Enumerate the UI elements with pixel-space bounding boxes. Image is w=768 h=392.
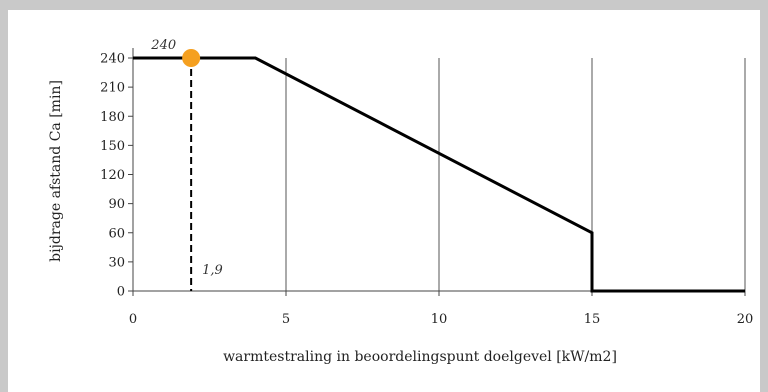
marker-group: 240 1,9 — [150, 38, 223, 291]
series-lines — [133, 56, 745, 293]
x-tick-label: 0 — [129, 312, 137, 327]
x-axis-label: warmtestraling in beoordelingspunt doelg… — [223, 349, 617, 365]
y-tick-label: 150 — [100, 139, 125, 154]
y-tick-label: 60 — [108, 226, 125, 241]
x-tick-label: 5 — [282, 312, 290, 327]
y-tick-label: 210 — [100, 81, 125, 96]
marker-point — [182, 49, 201, 67]
marker-y-annotation: 240 — [150, 38, 176, 53]
x-tick-label: 15 — [584, 312, 601, 327]
series-line — [133, 56, 745, 293]
x-tick-label: 20 — [737, 312, 754, 327]
y-axis-label: bijdrage afstand Ca [min] — [48, 80, 64, 262]
y-tick-label: 90 — [108, 197, 125, 212]
x-tick-label: 10 — [431, 312, 448, 327]
y-tick-label: 240 — [100, 52, 125, 67]
y-ticks: 0 30 60 90 120 150 180 210 240 — [100, 52, 133, 300]
y-tick-label: 30 — [108, 255, 125, 270]
grid — [285, 58, 746, 291]
y-tick-label: 120 — [100, 168, 125, 183]
x-ticks: 0 5 10 15 20 — [129, 291, 753, 327]
y-tick-label: 0 — [117, 285, 125, 300]
y-tick-label: 180 — [100, 110, 125, 125]
marker-x-annotation: 1,9 — [202, 263, 223, 278]
